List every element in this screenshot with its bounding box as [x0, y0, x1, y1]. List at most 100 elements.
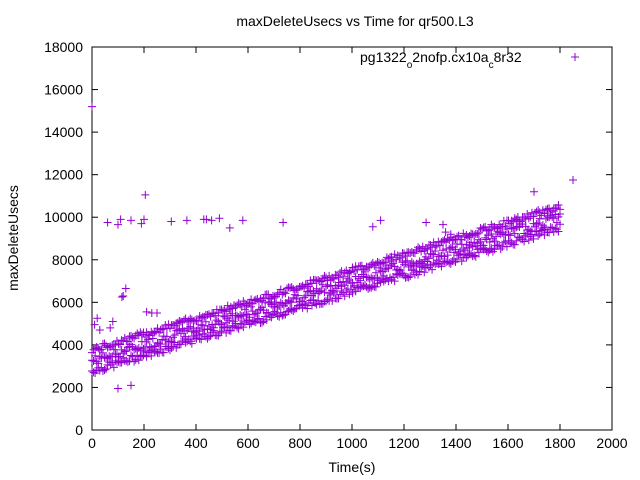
data-point: [209, 323, 218, 332]
data-point: [554, 201, 563, 210]
data-point: [371, 268, 380, 277]
data-point-outlier: [117, 293, 126, 302]
y-tick-label: 6000: [52, 294, 83, 310]
data-point-outlier: [202, 215, 211, 224]
data-point-outlier: [279, 218, 288, 227]
data-point-outlier: [141, 190, 150, 199]
data-point: [538, 221, 547, 230]
data-point: [339, 272, 348, 281]
data-point-outlier: [167, 217, 176, 226]
data-point: [334, 273, 343, 282]
data-point: [403, 256, 412, 265]
data-point-outlier: [215, 214, 224, 223]
data-point-outlier: [153, 308, 161, 317]
data-point: [524, 214, 533, 223]
data-point: [293, 291, 302, 300]
data-point-outlier: [182, 216, 191, 225]
data-point: [100, 339, 109, 348]
data-point: [315, 287, 324, 296]
data-point: [431, 242, 440, 251]
data-point: [556, 205, 564, 214]
y-axis: 0 2000 4000 6000 8000 10000 12000 14000 16000 180…: [44, 39, 612, 438]
data-point: [428, 265, 437, 274]
data-point: [147, 351, 156, 360]
data-point-outlier: [114, 384, 122, 393]
data-point-outlier: [140, 215, 148, 224]
x-tick-label: 1600: [492, 435, 523, 451]
data-point: [487, 229, 496, 238]
data-point: [303, 304, 312, 313]
data-point: [162, 332, 171, 341]
data-point-outlier: [114, 220, 122, 229]
data-point-outlier: [119, 291, 128, 300]
legend-label-part: pg1322: [360, 49, 407, 65]
data-point: [459, 245, 468, 254]
x-tick-label: 800: [288, 435, 312, 451]
data-point-outlier: [569, 175, 577, 184]
legend-label-part: c: [489, 60, 494, 71]
data-point: [454, 249, 463, 258]
data-point-outlier: [127, 216, 135, 225]
data-point: [463, 233, 472, 242]
data-point: [437, 262, 446, 271]
data-point: [424, 254, 433, 263]
data-point: [414, 243, 423, 252]
data-point: [396, 253, 405, 262]
data-point: [102, 364, 111, 373]
data-point: [462, 253, 471, 262]
data-point: [98, 348, 107, 357]
data-point: [142, 352, 151, 361]
data-point: [334, 294, 343, 303]
data-point-outlier: [238, 216, 247, 225]
data-point-outlier: [446, 230, 455, 239]
data-point: [88, 356, 96, 365]
data-point: [492, 232, 501, 241]
data-point: [309, 295, 318, 304]
x-tick-label: 1000: [336, 435, 367, 451]
data-point: [423, 245, 432, 254]
y-tick-label: 16000: [44, 82, 83, 98]
data-point: [159, 348, 168, 357]
data-point: [130, 357, 139, 366]
data-point: [443, 251, 452, 260]
data-point: [546, 223, 555, 232]
data-point: [552, 225, 561, 234]
data-point: [404, 273, 413, 282]
data-point: [187, 339, 196, 348]
data-point: [406, 272, 415, 281]
data-point: [226, 309, 235, 318]
data-point-outlier: [376, 216, 385, 225]
data-point-outlier: [90, 320, 99, 329]
data-point-outlier: [368, 222, 377, 231]
data-point: [471, 252, 480, 261]
legend-label-part: 2nofp.cx10a: [412, 49, 488, 65]
data-point: [258, 318, 267, 327]
data-point: [287, 298, 296, 307]
data-point: [320, 288, 329, 297]
data-point: [376, 266, 385, 275]
data-point-outlier: [106, 323, 115, 332]
x-tick-label: 1400: [440, 435, 471, 451]
data-point: [371, 282, 380, 291]
data-point: [418, 259, 427, 268]
data-point: [474, 235, 483, 244]
data-point: [205, 332, 213, 341]
data-point: [300, 293, 309, 302]
data-point: [534, 231, 543, 240]
data-point: [529, 234, 538, 243]
x-tick-label: 200: [132, 435, 156, 451]
y-tick-label: 18000: [44, 39, 83, 55]
legend-label-part: o: [407, 60, 413, 71]
x-tick-label: 600: [236, 435, 260, 451]
x-tick-label: 1200: [388, 435, 419, 451]
data-point-outlier: [88, 102, 96, 111]
data-point: [106, 352, 115, 361]
data-point: [225, 316, 234, 325]
data-point-outlier: [93, 314, 102, 323]
y-axis-label: maxDeleteUsecs: [5, 185, 21, 291]
data-points: [88, 102, 577, 393]
data-point: [390, 277, 399, 286]
data-point: [549, 214, 558, 223]
data-point: [201, 317, 210, 326]
